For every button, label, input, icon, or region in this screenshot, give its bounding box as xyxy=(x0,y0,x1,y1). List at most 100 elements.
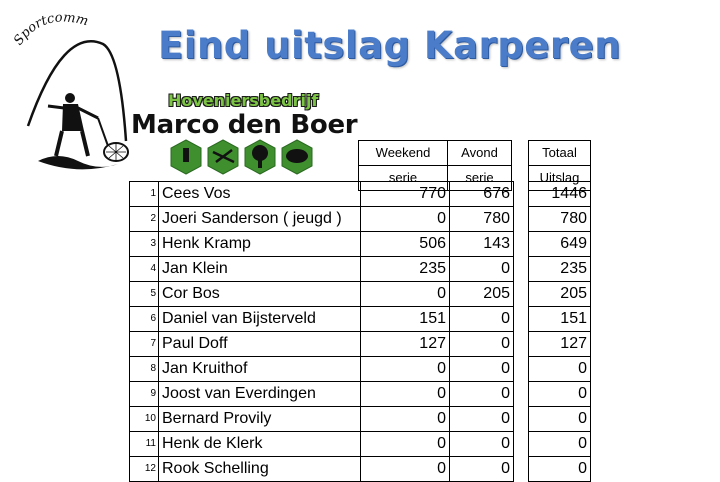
weekend-score: 0 xyxy=(360,381,450,407)
participant-name: Jan Klein xyxy=(158,256,361,282)
rank-cell: 10 xyxy=(129,406,159,432)
header-weekend: Weekend xyxy=(358,140,448,166)
table-row: 9 Joost van Everdingen 0 0 xyxy=(129,381,514,407)
angler-body xyxy=(62,104,84,131)
avond-score: 0 xyxy=(449,256,514,282)
results-table: 1 Cees Vos 770 676 2 Joeri Sanderson ( jeugd … xyxy=(129,181,514,482)
total-row: 780 xyxy=(528,206,591,232)
total-row: 1446 xyxy=(528,181,591,207)
weekend-score: 0 xyxy=(360,431,450,457)
avond-score: 780 xyxy=(449,206,514,232)
page-title: Eind uitslag Karperen xyxy=(158,24,622,67)
club-logo-textpath: Sportcommissie xyxy=(8,6,90,48)
total-score: 0 xyxy=(528,431,591,457)
table-row: 6 Daniel van Bijsterveld 151 0 xyxy=(129,306,514,332)
table-row: 12 Rook Schelling 0 0 xyxy=(129,456,514,482)
avond-score: 0 xyxy=(449,381,514,407)
fishing-rod xyxy=(26,40,128,142)
rank-cell: 1 xyxy=(129,181,159,207)
total-row: 0 xyxy=(528,431,591,457)
weekend-score: 0 xyxy=(360,356,450,382)
rank-cell: 12 xyxy=(129,456,159,482)
total-row: 235 xyxy=(528,256,591,282)
header-totaal: Totaal xyxy=(528,140,591,166)
table-row: 5 Cor Bos 0 205 xyxy=(129,281,514,307)
rank-cell: 9 xyxy=(129,381,159,407)
rank-cell: 6 xyxy=(129,306,159,332)
participant-name: Paul Doff xyxy=(158,331,361,357)
total-row: 151 xyxy=(528,306,591,332)
avond-score: 143 xyxy=(449,231,514,257)
weekend-score: 0 xyxy=(360,281,450,307)
total-row: 0 xyxy=(528,406,591,432)
total-score: 0 xyxy=(528,456,591,482)
angler-head xyxy=(65,93,75,103)
rank-cell: 7 xyxy=(129,331,159,357)
total-score: 0 xyxy=(528,356,591,382)
sponsor-line1: Hoveniersbedrijf xyxy=(168,91,319,110)
total-row: 205 xyxy=(528,281,591,307)
total-row: 0 xyxy=(528,456,591,482)
table-row: 3 Henk Kramp 506 143 xyxy=(129,231,514,257)
weekend-score: 770 xyxy=(360,181,450,207)
participant-name: Joeri Sanderson ( jeugd ) xyxy=(158,206,361,232)
tree-icon xyxy=(252,145,268,161)
avond-score: 676 xyxy=(449,181,514,207)
rank-cell: 4 xyxy=(129,256,159,282)
weekend-score: 0 xyxy=(360,206,450,232)
total-score: 0 xyxy=(528,406,591,432)
participant-name: Bernard Provily xyxy=(158,406,361,432)
tree-trunk-icon xyxy=(258,158,262,168)
participant-name: Cor Bos xyxy=(158,281,361,307)
table-row: 10 Bernard Provily 0 0 xyxy=(129,406,514,432)
table-row: 11 Henk de Klerk 0 0 xyxy=(129,431,514,457)
weekend-score: 506 xyxy=(360,231,450,257)
weekend-score: 151 xyxy=(360,306,450,332)
rank-cell: 3 xyxy=(129,231,159,257)
rank-cell: 5 xyxy=(129,281,159,307)
participant-name: Rook Schelling xyxy=(158,456,361,482)
rank-cell: 11 xyxy=(129,431,159,457)
total-row: 0 xyxy=(528,381,591,407)
rank-cell: 2 xyxy=(129,206,159,232)
sponsor-name: Marco den Boer xyxy=(131,110,358,140)
club-logo-text: Sportcommissie xyxy=(8,6,90,48)
angler-logo: Sportcommissie xyxy=(8,6,129,170)
avond-score: 0 xyxy=(449,456,514,482)
angler-legs xyxy=(54,130,90,157)
sponsor-service-icons xyxy=(170,139,313,175)
total-score: 780 xyxy=(528,206,591,232)
participant-name: Daniel van Bijsterveld xyxy=(158,306,361,332)
participant-name: Jan Kruithof xyxy=(158,356,361,382)
shovel-icon xyxy=(183,148,189,162)
participant-name: Henk de Klerk xyxy=(158,431,361,457)
table-row: 1 Cees Vos 770 676 xyxy=(129,181,514,207)
table-row: 4 Jan Klein 235 0 xyxy=(129,256,514,282)
table-row: 2 Joeri Sanderson ( jeugd ) 0 780 xyxy=(129,206,514,232)
weekend-score: 127 xyxy=(360,331,450,357)
avond-score: 0 xyxy=(449,356,514,382)
header-avond: Avond xyxy=(447,140,512,166)
net-mesh xyxy=(106,143,126,161)
weekend-score: 235 xyxy=(360,256,450,282)
totals-table: 1446 780 649 235 205 151 127 0 0 0 0 0 xyxy=(528,181,591,482)
rank-cell: 8 xyxy=(129,356,159,382)
total-score: 127 xyxy=(528,331,591,357)
avond-score: 205 xyxy=(449,281,514,307)
participant-name: Cees Vos xyxy=(158,181,361,207)
total-score: 235 xyxy=(528,256,591,282)
total-row: 127 xyxy=(528,331,591,357)
shears-icon xyxy=(212,149,235,164)
total-score: 0 xyxy=(528,381,591,407)
avond-score: 0 xyxy=(449,406,514,432)
total-row: 0 xyxy=(528,356,591,382)
water-splash xyxy=(38,156,118,170)
totals-body: 1446 780 649 235 205 151 127 0 0 0 0 0 xyxy=(528,181,591,482)
results-body: 1 Cees Vos 770 676 2 Joeri Sanderson ( jeugd … xyxy=(129,181,514,482)
weekend-score: 0 xyxy=(360,406,450,432)
table-row: 8 Jan Kruithof 0 0 xyxy=(129,356,514,382)
angler-arms xyxy=(47,104,99,120)
net-handle xyxy=(97,117,109,147)
table-row: 7 Paul Doff 127 0 xyxy=(129,331,514,357)
total-score: 151 xyxy=(528,306,591,332)
